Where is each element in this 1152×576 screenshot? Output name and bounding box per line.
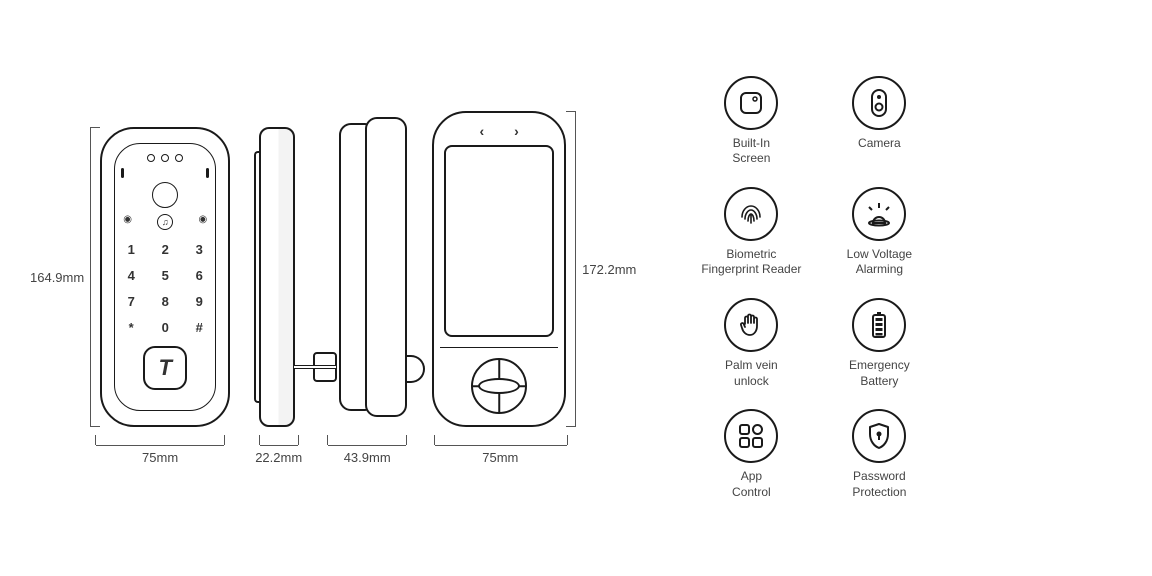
front-view-group: 164.9mm ◉ ♫: [30, 127, 230, 465]
thumb-turn: [471, 358, 527, 414]
key-star: *: [118, 316, 144, 338]
front-width-label: 75mm: [142, 450, 178, 465]
back-screen: [444, 145, 554, 337]
front-height-dimension: 164.9mm: [30, 127, 100, 427]
key-4: 4: [118, 264, 144, 286]
feature-label: Camera: [858, 136, 901, 152]
feature-label: PasswordProtection: [852, 469, 906, 500]
front-height-label: 164.9mm: [30, 270, 84, 285]
shield-icon: [852, 409, 906, 463]
feature-label: AppControl: [732, 469, 771, 500]
feature-fingerprint: BiometricFingerprint Reader: [696, 187, 806, 278]
back-view-group: ‹ › 172.2mm: [432, 111, 636, 465]
feature-app: AppControl: [696, 409, 806, 500]
side-thin-view-group: 22.2mm: [255, 127, 302, 465]
fingerprint-icon: [724, 187, 778, 241]
keypad: 1 2 3 4 5 6 7 8 9 * 0 #: [118, 238, 212, 338]
back-width-label: 75mm: [482, 450, 518, 465]
feature-label: Palm veinunlock: [725, 358, 778, 389]
battery-icon: [852, 298, 906, 352]
feature-low-voltage: Low VoltageAlarming: [824, 187, 934, 278]
app-grid-icon: [724, 409, 778, 463]
status-leds: [147, 154, 183, 162]
speaker-icon: ◉: [198, 214, 207, 230]
alarm-icon: [852, 187, 906, 241]
key-9: 9: [186, 290, 212, 312]
side1-width-dimension: 22.2mm: [255, 435, 302, 465]
back-width-dimension: 75mm: [434, 435, 634, 465]
fingerprint-sensor-icon: [152, 182, 178, 208]
product-spec-diagram: 164.9mm ◉ ♫: [0, 0, 1152, 576]
back-height-label: 172.2mm: [582, 262, 636, 277]
key-8: 8: [152, 290, 178, 312]
camera-icon: [852, 76, 906, 130]
feature-builtin-screen: Built-InScreen: [696, 76, 806, 167]
doorbell-icon: ♫: [157, 214, 173, 230]
back-height-dimension: 172.2mm: [566, 111, 636, 427]
lock-front-view: ◉ ♫ ◉ 1 2 3 4 5 6 7 8: [100, 127, 230, 427]
side-thick-view-group: 43.9mm: [327, 117, 407, 465]
key-0: 0: [152, 316, 178, 338]
side2-width-label: 43.9mm: [344, 450, 391, 465]
nav-left-icon: ‹: [480, 123, 485, 139]
feature-label: BiometricFingerprint Reader: [701, 247, 801, 278]
mic-icon: ◉: [123, 214, 132, 230]
screen-icon: [724, 76, 778, 130]
brand-badge: T: [143, 346, 187, 390]
front-width-dimension: 75mm: [35, 435, 225, 465]
palm-icon: [724, 298, 778, 352]
feature-palm: Palm veinunlock: [696, 298, 806, 389]
dimension-views: 164.9mm ◉ ♫: [30, 111, 636, 465]
side2-width-dimension: 43.9mm: [327, 435, 407, 465]
function-icons-row: ◉ ♫ ◉: [123, 214, 207, 230]
side1-width-label: 22.2mm: [255, 450, 302, 465]
lock-side-thick-view: [327, 117, 407, 427]
lock-back-view: ‹ ›: [432, 111, 566, 427]
feature-camera: Camera: [824, 76, 934, 167]
key-5: 5: [152, 264, 178, 286]
key-hash: #: [186, 316, 212, 338]
feature-label: Low VoltageAlarming: [847, 247, 912, 278]
feature-label: Built-InScreen: [732, 136, 770, 167]
back-nav: ‹ ›: [480, 123, 519, 139]
feature-grid: Built-InScreen Camera BiometricFingerpri…: [696, 76, 934, 501]
key-7: 7: [118, 290, 144, 312]
key-1: 1: [118, 238, 144, 260]
feature-password: PasswordProtection: [824, 409, 934, 500]
lock-side-thin-view: [259, 127, 299, 427]
key-2: 2: [152, 238, 178, 260]
key-3: 3: [186, 238, 212, 260]
feature-label: EmergencyBattery: [849, 358, 910, 389]
feature-battery: EmergencyBattery: [824, 298, 934, 389]
nav-right-icon: ›: [514, 123, 519, 139]
key-6: 6: [186, 264, 212, 286]
